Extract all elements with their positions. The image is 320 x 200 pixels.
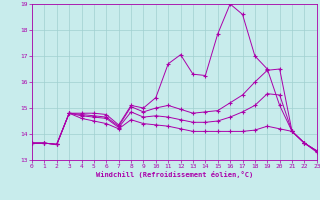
X-axis label: Windchill (Refroidissement éolien,°C): Windchill (Refroidissement éolien,°C)	[96, 171, 253, 178]
